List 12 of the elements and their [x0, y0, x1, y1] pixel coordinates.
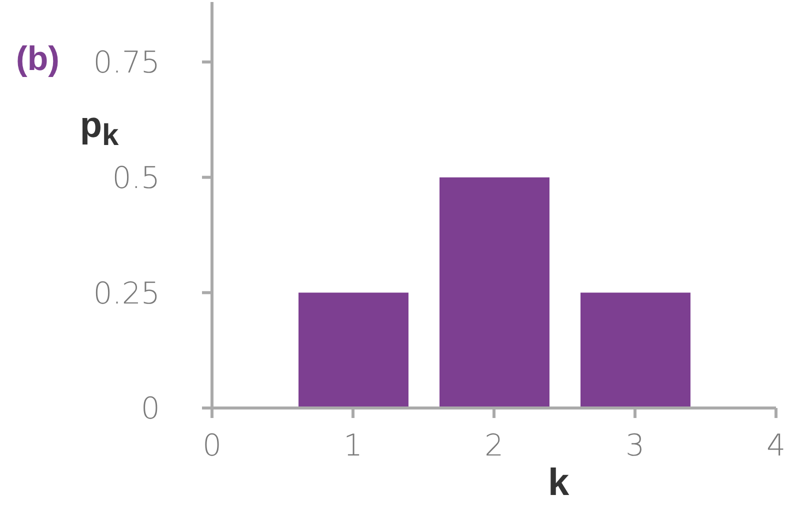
y-axis-title: p$_{k}$ — [80, 104, 119, 154]
y-tick-label: 0 — [140, 392, 160, 427]
x-tick-label: 0 — [202, 428, 222, 464]
x-tick-label: 4 — [766, 428, 786, 464]
x-tick-label: 2 — [484, 428, 504, 464]
x-tick-label: 3 — [625, 428, 645, 464]
y-tick-label: 0.75 — [93, 46, 160, 81]
y-tick-label: 0.25 — [93, 276, 160, 312]
x-axis-title: k — [548, 462, 570, 505]
panel-label: (b) — [16, 40, 60, 79]
y-tick-label: 0.5 — [112, 160, 160, 196]
x-tick-label: 1 — [343, 428, 363, 464]
